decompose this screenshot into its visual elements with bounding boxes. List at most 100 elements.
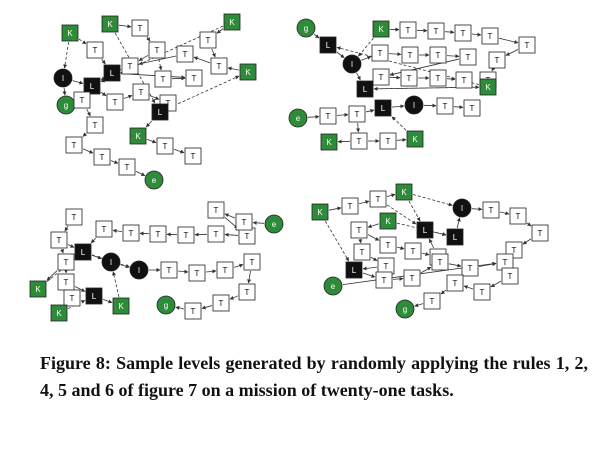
node-shape xyxy=(406,130,424,148)
path-edge xyxy=(370,256,378,262)
node-label: T xyxy=(410,274,415,283)
node-T: T xyxy=(431,253,449,271)
node-K: K xyxy=(50,304,68,322)
node-shape xyxy=(403,269,421,287)
node-T: T xyxy=(93,148,111,166)
node-label: K xyxy=(135,132,141,141)
node-shape xyxy=(53,68,73,88)
path-edge xyxy=(216,28,224,34)
path-edge xyxy=(100,76,106,81)
node-L: L xyxy=(416,221,434,239)
node-shape xyxy=(149,225,167,243)
path-edge xyxy=(505,49,519,56)
node-T: T xyxy=(86,41,104,59)
node-shape xyxy=(452,198,472,218)
dependency-edge xyxy=(412,194,453,207)
node-shape xyxy=(348,105,366,123)
node-label: T xyxy=(64,258,69,267)
path-edge xyxy=(135,170,146,177)
node-T: T xyxy=(463,99,481,117)
node-T: T xyxy=(210,57,228,75)
node-label: T xyxy=(125,163,130,172)
node-l: l xyxy=(53,68,73,88)
node-shape xyxy=(531,224,549,242)
node-shape xyxy=(288,108,308,128)
node-T: T xyxy=(399,21,417,39)
dependency-edge xyxy=(358,37,374,57)
path-edge xyxy=(90,237,97,244)
path-edge xyxy=(396,246,405,250)
node-shape xyxy=(112,297,130,315)
path-edge xyxy=(146,36,151,42)
path-edge xyxy=(358,238,363,244)
node-label: T xyxy=(461,29,466,38)
node-T: T xyxy=(118,158,136,176)
path-edge xyxy=(358,200,370,205)
node-T: T xyxy=(235,213,253,231)
path-edge xyxy=(112,228,123,233)
node-L: L xyxy=(374,99,392,117)
node-label: K xyxy=(107,20,113,29)
node-label: l xyxy=(461,204,463,213)
dependency-edge xyxy=(63,41,69,69)
node-T: T xyxy=(461,259,479,277)
node-shape xyxy=(369,190,387,208)
node-K: K xyxy=(372,20,390,38)
node-shape xyxy=(185,69,203,87)
node-label: g xyxy=(164,301,168,310)
node-T: T xyxy=(207,225,225,243)
node-shape xyxy=(106,93,124,111)
node-label: T xyxy=(195,269,200,278)
node-label: l xyxy=(110,258,112,267)
dependency-edge xyxy=(46,259,75,282)
node-g: g xyxy=(395,299,415,319)
node-l: l xyxy=(101,252,121,272)
node-T: T xyxy=(132,83,150,101)
node-T: T xyxy=(319,107,337,125)
node-shape xyxy=(264,214,284,234)
path-edge xyxy=(110,160,119,164)
node-e: e xyxy=(264,214,284,234)
dependency-edge xyxy=(408,200,421,222)
node-label: T xyxy=(384,262,389,271)
node-label: K xyxy=(35,285,41,294)
node-label: L xyxy=(381,104,386,113)
node-L: L xyxy=(151,103,169,121)
node-label: T xyxy=(242,218,247,227)
node-shape xyxy=(481,27,499,45)
node-L: L xyxy=(103,64,121,82)
path-edge xyxy=(388,52,402,57)
node-label: K xyxy=(401,188,407,197)
node-e: e xyxy=(323,276,343,296)
node-label: T xyxy=(386,241,391,250)
node-label: T xyxy=(138,24,143,33)
path-edge xyxy=(362,266,378,271)
node-label: T xyxy=(113,98,118,107)
node-label: K xyxy=(412,135,418,144)
node-T: T xyxy=(243,253,261,271)
node-shape xyxy=(350,221,368,239)
node-T: T xyxy=(65,208,83,226)
node-T: T xyxy=(369,190,387,208)
level-bottom-right-nodes: KTTKlTTTTKLLTTTTTTLTTTTTeTTTgT xyxy=(311,183,549,319)
node-T: T xyxy=(459,48,477,66)
node-shape xyxy=(243,253,261,271)
node-shape xyxy=(177,226,195,244)
path-edge xyxy=(229,295,239,300)
dependency-edge xyxy=(386,204,417,225)
node-L: L xyxy=(356,80,374,98)
node-shape xyxy=(375,271,393,289)
figure-caption: Figure 8: Sample levels generated by ran… xyxy=(40,353,588,400)
node-shape xyxy=(379,212,397,230)
node-label: T xyxy=(167,266,172,275)
node-label: l xyxy=(351,60,353,69)
node-shape xyxy=(371,44,389,62)
node-K: K xyxy=(29,280,47,298)
path-edge xyxy=(173,148,185,154)
node-T: T xyxy=(154,70,172,88)
node-T: T xyxy=(212,294,230,312)
node-shape xyxy=(446,228,464,246)
path-edge xyxy=(175,305,185,310)
